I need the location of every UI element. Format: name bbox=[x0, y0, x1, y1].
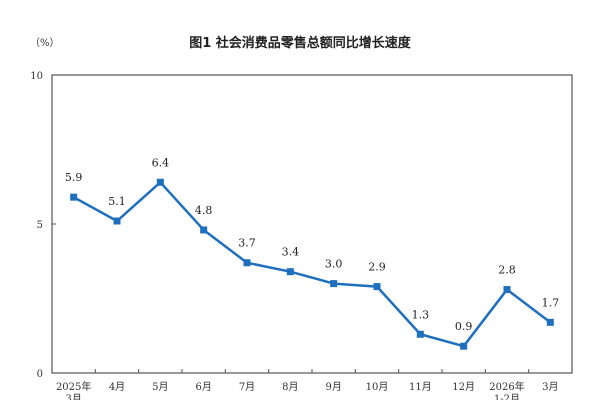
data-label: 6.4 bbox=[152, 156, 170, 169]
data-point bbox=[546, 318, 554, 326]
x-tick-label: 7月 bbox=[239, 381, 255, 393]
data-point bbox=[243, 259, 251, 267]
data-label: 5.9 bbox=[65, 171, 83, 184]
x-tick-label: 6月 bbox=[195, 381, 211, 393]
data-point bbox=[113, 217, 121, 225]
x-tick-label: 8月 bbox=[282, 381, 298, 393]
y-tick-label: 5 bbox=[37, 220, 43, 231]
x-tick-label: 12月 bbox=[452, 381, 475, 393]
data-point bbox=[156, 178, 164, 186]
x-tick-label: 2025年 bbox=[56, 380, 91, 393]
data-point bbox=[286, 268, 294, 276]
chart-title: 图1 社会消费品零售总额同比增长速度 bbox=[189, 35, 412, 51]
data-label: 5.1 bbox=[108, 195, 126, 208]
data-label: 3.7 bbox=[238, 237, 256, 250]
x-tick-label: 11月 bbox=[409, 381, 432, 393]
data-label: 2.8 bbox=[498, 264, 516, 277]
data-label: 0.9 bbox=[455, 320, 473, 333]
data-point bbox=[373, 283, 381, 291]
x-tick-label: 10月 bbox=[366, 381, 389, 393]
data-point bbox=[70, 193, 78, 201]
data-label: 4.8 bbox=[195, 204, 213, 217]
data-label: 3.0 bbox=[325, 258, 343, 271]
data-label: 3.4 bbox=[282, 246, 300, 259]
x-tick-label: 3月 bbox=[542, 381, 558, 393]
data-point bbox=[503, 286, 511, 294]
series-line bbox=[73, 181, 552, 348]
plot-frame bbox=[51, 74, 573, 374]
y-axis-unit: （%） bbox=[30, 37, 60, 49]
data-point bbox=[330, 280, 338, 288]
x-tick-label: 4月 bbox=[109, 381, 125, 393]
y-tick-label: 0 bbox=[37, 369, 43, 380]
x-tick-label: 3月 bbox=[65, 393, 81, 400]
x-tick-label: 2026年 bbox=[489, 380, 524, 393]
data-point bbox=[200, 226, 208, 234]
x-tick-label: 9月 bbox=[325, 381, 341, 393]
data-label: 1.3 bbox=[412, 308, 430, 321]
data-label: 1.7 bbox=[542, 296, 560, 309]
data-point bbox=[416, 330, 424, 338]
x-tick-label: 5月 bbox=[152, 381, 168, 393]
y-tick-label: 10 bbox=[30, 71, 43, 82]
data-label: 2.9 bbox=[368, 261, 386, 274]
x-tick-label: 1-2月 bbox=[494, 393, 520, 400]
data-point bbox=[460, 342, 468, 350]
